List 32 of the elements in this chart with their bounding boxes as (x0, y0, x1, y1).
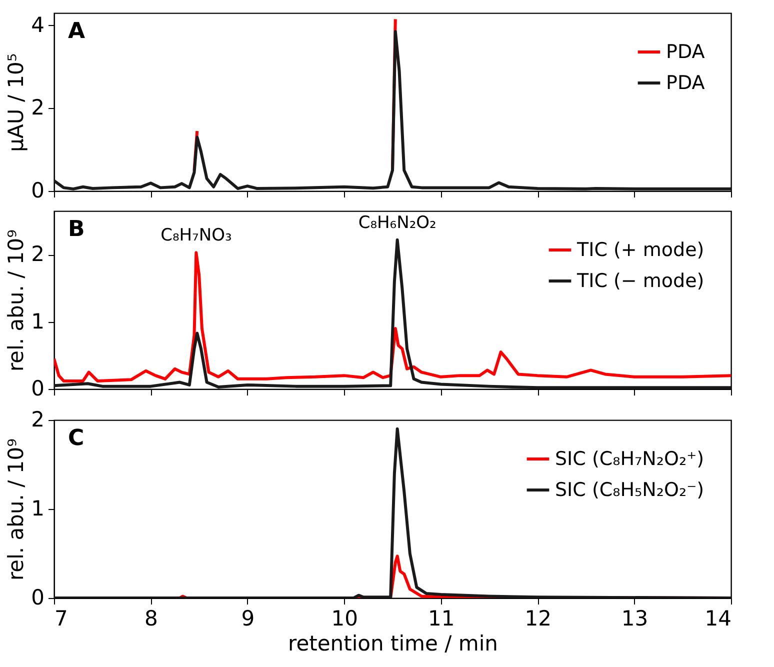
legend-label: PDA (666, 41, 705, 63)
y-axis-title: rel. abu. / 10⁹ (4, 229, 28, 372)
chart-title: C (68, 426, 84, 451)
y-axis-title: rel. abu. / 10⁹ (4, 438, 28, 581)
x-tick-label: 10 (331, 606, 358, 630)
legend-label: TIC (+ mode) (576, 239, 704, 261)
legend-label: SIC (C₈H₅N₂O₂⁻) (555, 479, 704, 501)
x-tick-label: 11 (428, 606, 455, 630)
chart-title: B (68, 217, 85, 242)
x-tick-label: 9 (241, 606, 255, 630)
x-axis-title: retention time / min (288, 632, 498, 656)
x-tick-label: 12 (524, 606, 552, 630)
y-tick-label: 0 (31, 376, 44, 400)
y-tick-label: 0 (31, 178, 44, 202)
chart-title: A (68, 19, 86, 44)
y-tick-label: 4 (31, 12, 44, 37)
y-tick-label: 2 (31, 96, 44, 120)
y-tick-label: 1 (31, 496, 44, 520)
y-tick-label: 1 (31, 309, 44, 334)
legend-label: PDA (666, 72, 705, 94)
legend-label: TIC (− mode) (576, 270, 704, 292)
annotation: C₈H₇NO₃ (160, 226, 232, 246)
x-tick-label: 14 (704, 606, 732, 630)
x-tick-label: 8 (144, 606, 158, 630)
y-tick-label: 2 (31, 242, 44, 266)
y-tick-label: 0 (31, 586, 44, 610)
x-tick-label: 13 (621, 606, 648, 630)
y-axis-title: µAU / 10⁵ (4, 53, 28, 152)
annotation: C₈H₆N₂O₂ (358, 212, 436, 233)
x-tick-label: 7 (54, 606, 68, 630)
y-tick-label: 2 (31, 408, 44, 432)
legend-label: SIC (C₈H₇N₂O₂⁺) (555, 448, 704, 470)
